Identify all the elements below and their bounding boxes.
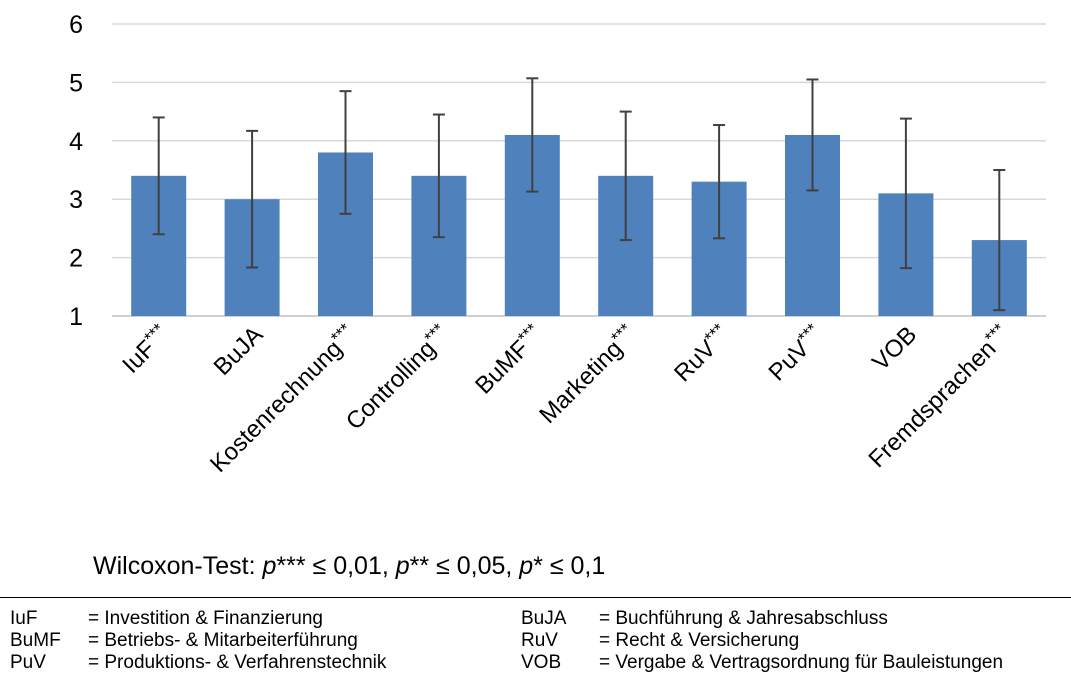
legend-item: RuV = Recht & Versicherung bbox=[521, 630, 1003, 652]
legend-text: = Buchführung & Jahresabschluss bbox=[599, 608, 888, 629]
legend-abbr: VOB bbox=[521, 652, 562, 673]
y-tick-label: 1 bbox=[69, 303, 83, 331]
legend-item: BuMF = Betriebs- & Mitarbeiterführung bbox=[10, 630, 386, 652]
legend-text: = Vergabe & Vertragsordnung für Bauleist… bbox=[599, 652, 1004, 673]
abbreviation-legend-right: BuJA = Buchführung & Jahresabschluss RuV =… bbox=[521, 608, 1003, 674]
y-tick-label: 3 bbox=[69, 186, 83, 214]
x-axis: IuF*** BuJAKostenrechnung***Controlling**… bbox=[116, 319, 1008, 477]
legend-abbr: BuJA bbox=[521, 608, 567, 629]
y-axis: 1 2 3 4 5 6 bbox=[69, 11, 83, 331]
legend-text: = Betriebs- & Mitarbeiterführung bbox=[88, 630, 358, 651]
x-tick-label: PuV*** bbox=[762, 319, 829, 386]
x-tick-label: BuJA bbox=[209, 321, 269, 381]
separator-line bbox=[0, 597, 1071, 598]
legend-abbr: RuV bbox=[521, 630, 558, 651]
significance-note: Wilcoxon-Test: p*** ≤ 0,01, p** ≤ 0,05, … bbox=[93, 552, 606, 580]
x-tick-label: VOB bbox=[867, 321, 922, 376]
legend-item: BuJA = Buchführung & Jahresabschluss bbox=[521, 608, 1003, 630]
x-tick-label: RuV*** bbox=[668, 319, 736, 387]
legend-abbr: BuMF bbox=[10, 630, 61, 651]
legend-text: = Recht & Versicherung bbox=[599, 630, 800, 651]
y-tick-label: 5 bbox=[69, 69, 83, 97]
legend-abbr: PuV bbox=[10, 652, 46, 673]
x-tick-label: Marketing*** bbox=[533, 319, 642, 428]
y-tick-label: 4 bbox=[69, 128, 83, 156]
abbreviation-legend-left: IuF = Investition & Finanzierung BuMF = Be… bbox=[10, 608, 386, 674]
legend-text: = Produktions- & Verfahrenstechnik bbox=[88, 652, 387, 673]
x-tick-label: BuMF*** bbox=[469, 319, 549, 399]
legend-abbr: IuF bbox=[10, 608, 38, 629]
legend-item: VOB = Vergabe & Vertragsordnung für Baule… bbox=[521, 652, 1003, 674]
legend-item: IuF = Investition & Finanzierung bbox=[10, 608, 386, 630]
y-tick-label: 2 bbox=[69, 245, 83, 273]
y-tick-label: 6 bbox=[69, 11, 83, 39]
bars bbox=[131, 134, 1027, 316]
legend-text: = Investition & Finanzierung bbox=[88, 608, 323, 629]
x-tick-label: Controlling*** bbox=[339, 319, 455, 435]
error-bars bbox=[152, 77, 1006, 312]
legend-item: PuV = Produktions- & Verfahrenstechnik bbox=[10, 652, 386, 674]
x-tick-label: IuF*** bbox=[116, 319, 175, 378]
